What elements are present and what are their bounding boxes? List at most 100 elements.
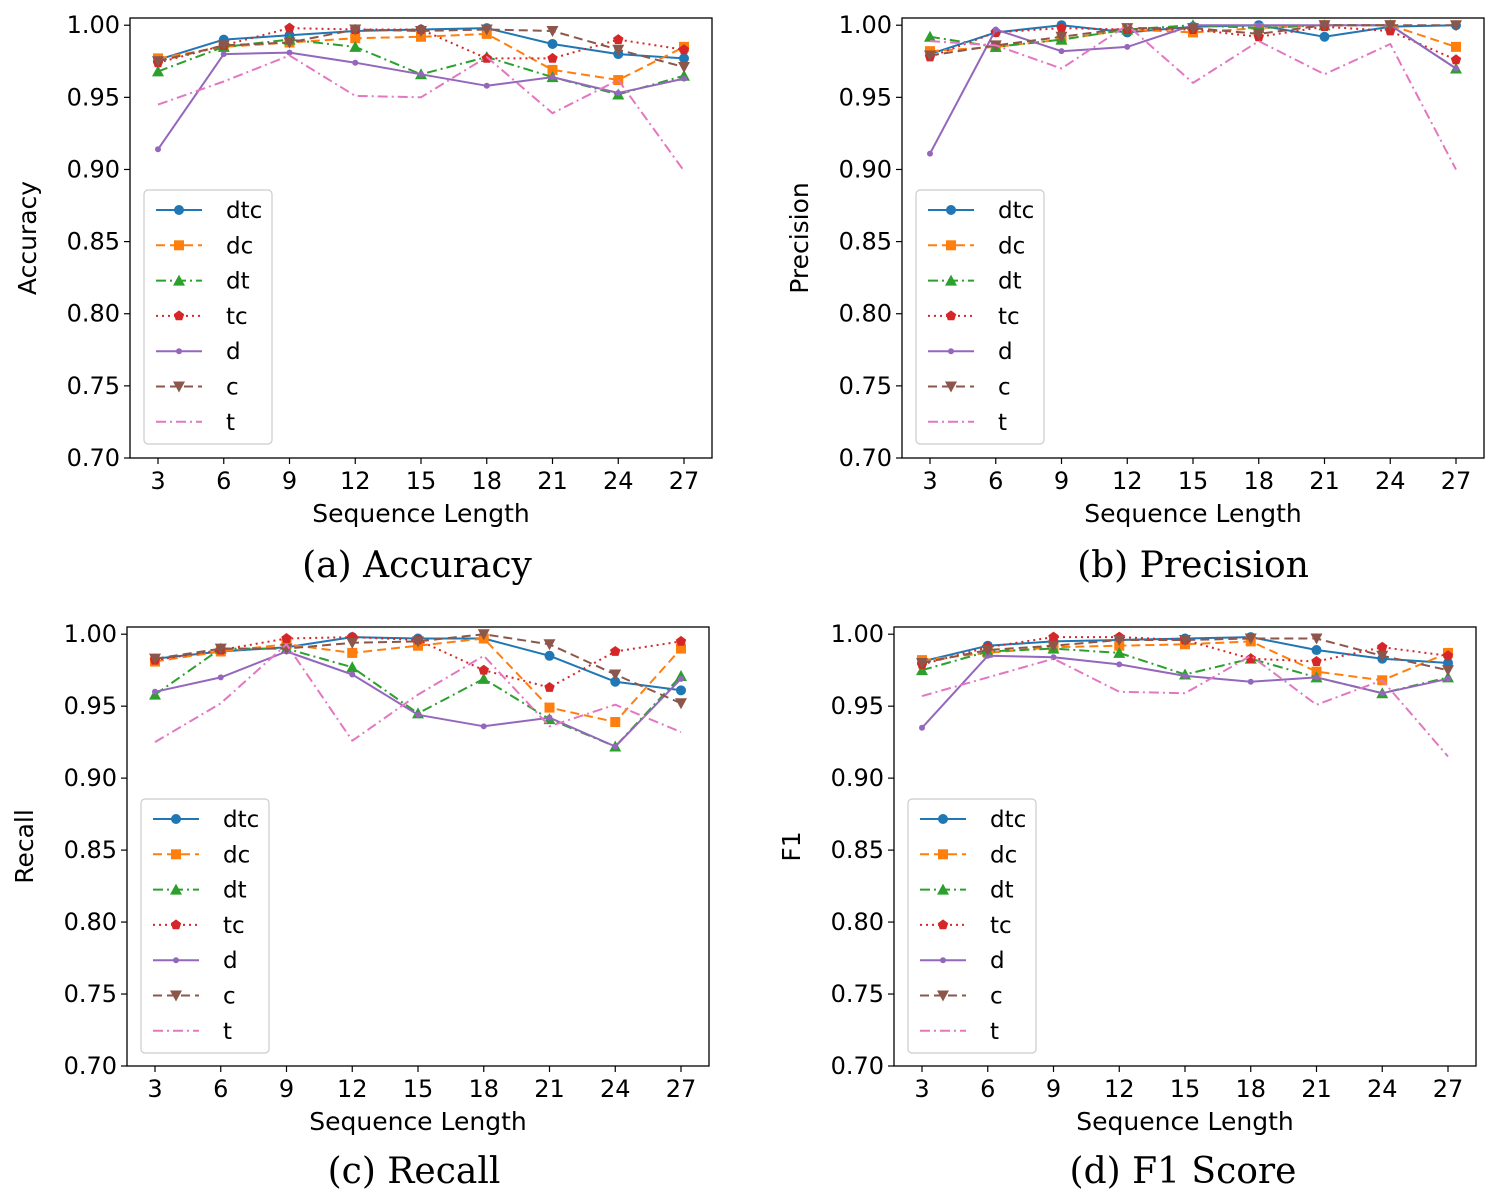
series-line-dt: [154, 647, 682, 748]
data-point-c: [1442, 665, 1454, 677]
data-point-tc: [1442, 650, 1454, 661]
data-point-c: [1376, 650, 1389, 662]
data-point-d: [1453, 65, 1459, 72]
series-d: [155, 49, 687, 153]
data-point-dc: [1451, 41, 1461, 52]
data-point-d: [1445, 675, 1451, 682]
series-c: [152, 24, 690, 74]
data-point-c: [214, 643, 227, 655]
legend-marker-d: [940, 957, 946, 964]
y-tick-label: 0.80: [67, 300, 120, 328]
data-point-d: [1058, 48, 1065, 55]
legend-marker-dc: [174, 240, 184, 251]
data-point-c: [1047, 640, 1060, 652]
data-point-dc: [544, 702, 555, 713]
x-tick-label: 18: [1243, 467, 1274, 495]
x-tick-label: 15: [1170, 1075, 1201, 1103]
data-point-d: [1124, 43, 1131, 50]
y-tick-label: 0.75: [64, 980, 117, 1008]
y-tick-label: 0.85: [831, 836, 884, 864]
data-point-d: [1116, 661, 1123, 668]
x-tick-label: 18: [1235, 1075, 1266, 1103]
x-tick-label: 9: [282, 467, 297, 495]
data-point-dt: [1113, 646, 1126, 658]
legend-marker-tc: [170, 919, 182, 930]
data-point-c: [1113, 634, 1126, 646]
data-point-c: [1252, 28, 1265, 40]
y-tick-label: 0.70: [64, 1052, 117, 1080]
legend-marker-dt: [937, 883, 949, 895]
x-tick-label: 15: [1178, 467, 1209, 495]
data-point-tc: [544, 682, 555, 692]
series-line-c: [921, 637, 1449, 672]
series-line-t: [157, 54, 685, 172]
data-point-d: [1247, 678, 1254, 685]
legend-marker-dt: [170, 883, 182, 895]
data-point-c: [1179, 634, 1191, 646]
x-tick-label: 9: [1046, 1075, 1061, 1103]
data-point-d: [1379, 690, 1386, 697]
data-point-c: [675, 698, 687, 710]
series-c: [916, 633, 1454, 677]
data-point-dc: [350, 33, 361, 44]
data-point-dtc: [547, 38, 558, 49]
data-point-c: [1055, 31, 1068, 43]
data-point-tc: [281, 633, 292, 643]
data-point-c: [546, 25, 559, 37]
data-point-c: [480, 24, 493, 36]
y-tick-label: 0.75: [831, 980, 884, 1008]
y-tick-label: 0.90: [839, 155, 892, 183]
legend-label-dt: dt: [226, 269, 250, 295]
legend-label-dt: dt: [990, 878, 1014, 904]
data-point-tc: [1450, 54, 1462, 65]
legend-label-tc: tc: [223, 913, 245, 939]
legend-marker-d: [948, 348, 954, 355]
x-tick-label: 12: [337, 1075, 368, 1103]
panel-accuracy: 3 6 9 12 15 18 21 24 27 0.70 0.75 0.80 0.85 0.90 0.95 1…: [13, 11, 713, 528]
legend-label-dt: dt: [223, 878, 247, 904]
legend-label-tc: tc: [998, 304, 1020, 330]
data-point-d: [155, 146, 161, 153]
x-tick-label: 21: [1309, 467, 1340, 495]
data-point-dt: [349, 40, 362, 52]
data-point-d: [1182, 672, 1188, 679]
series-t: [154, 643, 682, 743]
x-axis-label: Sequence Length: [1084, 499, 1302, 528]
x-tick-label: 9: [1054, 467, 1069, 495]
data-point-dtc: [610, 676, 621, 687]
data-point-d: [546, 714, 553, 721]
series-line-c: [929, 24, 1456, 57]
y-tick-label: 0.70: [831, 1052, 884, 1080]
x-tick-label: 27: [1441, 467, 1472, 495]
data-point-c: [916, 657, 928, 669]
data-point-d: [483, 82, 490, 89]
x-tick-label: 3: [922, 467, 937, 495]
legend-box: [915, 189, 1045, 445]
legend-marker-tc: [173, 310, 185, 321]
data-point-d: [415, 711, 421, 718]
series-line-c: [154, 633, 682, 705]
panel-f1: 3 6 9 12 15 18 21 24 27 0.70 0.75 0.80 0.85 0.90 0.95 1…: [777, 620, 1477, 1136]
data-point-c: [1187, 23, 1199, 35]
y-tick-label: 0.75: [839, 372, 892, 400]
x-tick-label: 18: [468, 1075, 499, 1103]
data-point-c: [349, 24, 362, 36]
legend-marker-dc: [946, 240, 956, 251]
data-point-c: [612, 44, 625, 56]
legend-label-dc: dc: [990, 842, 1017, 868]
y-tick-label: 0.95: [831, 692, 884, 720]
legend-marker-dc: [171, 849, 181, 860]
data-point-c: [678, 62, 690, 74]
series-line-t: [921, 654, 1449, 758]
y-tick-label: 1.00: [831, 620, 884, 648]
x-tick-label: 27: [1433, 1075, 1464, 1103]
data-point-d: [1255, 22, 1262, 29]
y-tick-label: 0.85: [64, 836, 117, 864]
x-tick-label: 27: [669, 467, 700, 495]
x-tick-label: 24: [1367, 1075, 1398, 1103]
x-tick-label: 27: [666, 1075, 697, 1103]
x-tick-label: 18: [471, 467, 502, 495]
data-point-dc: [676, 643, 686, 654]
panel-recall: 3 6 9 12 15 18 21 24 27 0.70 0.75 0.80 0.85 0.90 0.95 1…: [10, 620, 710, 1136]
